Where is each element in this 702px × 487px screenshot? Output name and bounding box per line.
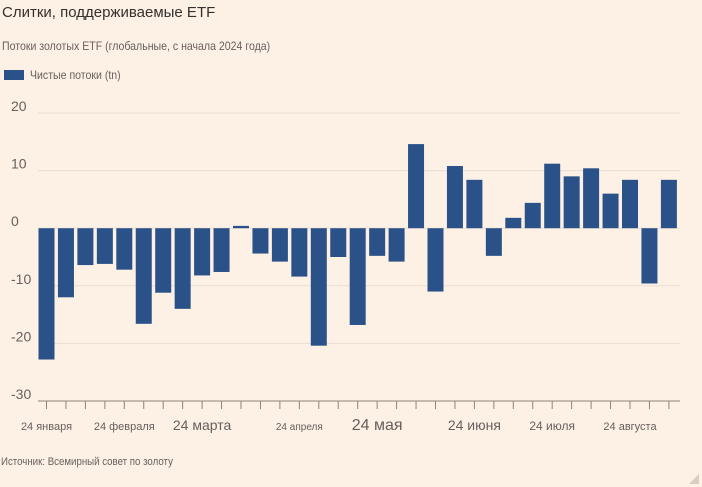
x-tick-label: 24 января: [21, 421, 72, 433]
bar: [116, 228, 133, 270]
x-tick-label: 24 апреля: [276, 422, 323, 433]
bar: [524, 202, 541, 229]
legend-label: Чистые потоки (tn): [30, 68, 121, 82]
bar: [544, 163, 561, 229]
bar: [330, 228, 347, 257]
x-tick-label: 24 августа: [603, 421, 657, 433]
bar: [583, 168, 600, 229]
bar: [77, 228, 94, 266]
bar: [563, 176, 580, 229]
bar: [271, 228, 288, 262]
bar: [622, 179, 638, 229]
bar: [660, 179, 677, 229]
x-tick-label: 24 февраля: [94, 421, 155, 433]
bar: [602, 193, 619, 229]
bars-layer: [38, 144, 677, 360]
bar: [485, 228, 502, 256]
bar: [446, 165, 463, 229]
bar: [38, 228, 55, 360]
bar: [466, 179, 483, 229]
x-axis: 24 января 24 февраля 24 марта 24 апреля 24 м…: [21, 401, 670, 434]
y-axis-labels: 20 10 0 -10 -20 -30: [11, 98, 31, 402]
bar: [291, 228, 308, 277]
legend-swatch: [4, 70, 24, 80]
bar: [427, 228, 444, 292]
bar: [96, 228, 113, 264]
bar: [174, 228, 191, 309]
legend: Чистые потоки (tn): [4, 68, 133, 82]
chart-subtitle: Потоки золотых ETF (глобальные, с начала…: [2, 39, 271, 53]
bar: [57, 228, 74, 298]
x-tick-label: 24 мая: [352, 417, 403, 434]
bar: [233, 225, 249, 229]
y-tick-label: 10: [11, 156, 27, 172]
bar: [641, 228, 658, 284]
bar: [349, 228, 366, 325]
bar: [388, 228, 405, 262]
bar: [135, 228, 152, 324]
bar: [155, 228, 172, 293]
bar: [310, 228, 327, 346]
bar: [369, 228, 386, 256]
y-tick-label: 0: [11, 213, 19, 229]
bar: [408, 144, 425, 229]
y-tick-label: -20: [11, 328, 31, 344]
bar: [252, 228, 269, 254]
x-tick-label: 24 марта: [173, 417, 232, 433]
y-tick-label: -30: [11, 386, 31, 402]
bar: [194, 228, 211, 276]
y-tick-label: -10: [11, 271, 31, 287]
bar: [505, 217, 522, 229]
x-tick-label: 24 июля: [529, 419, 575, 433]
resize-handle-icon: [689, 474, 699, 484]
y-tick-label: 20: [11, 98, 27, 114]
x-tick-label: 24 июня: [448, 417, 501, 433]
bar: [213, 228, 230, 272]
source-note: Источник: Всемирный совет по золоту: [1, 456, 173, 468]
chart-title: Слитки, поддерживаемые ETF: [2, 4, 216, 21]
